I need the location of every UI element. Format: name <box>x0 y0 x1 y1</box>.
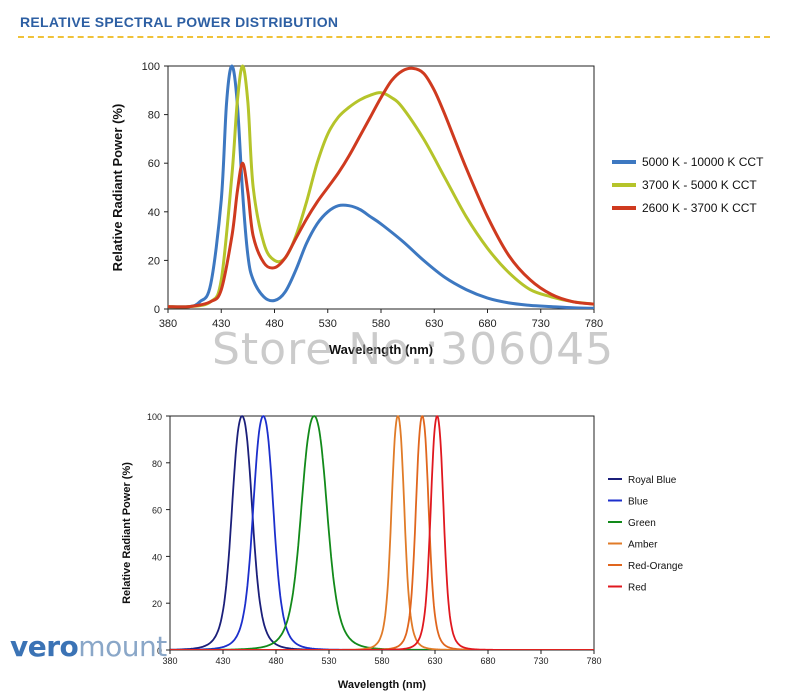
y-tick-label: 0 <box>154 304 160 316</box>
x-axis-title: Wavelength (nm) <box>338 679 427 691</box>
legend-label-green: Green <box>628 518 656 529</box>
x-tick-label: 630 <box>425 318 443 330</box>
plot-area <box>169 415 595 651</box>
y-tick-label: 20 <box>152 599 162 609</box>
y-tick-label: 0 <box>157 646 162 656</box>
x-tick-label: 580 <box>372 318 390 330</box>
y-tick-label: 100 <box>147 412 162 422</box>
y-tick-label: 60 <box>152 506 162 516</box>
brand-logo-part2: mount <box>78 630 167 663</box>
y-tick-label: 20 <box>148 255 160 267</box>
x-tick-label: 430 <box>212 318 230 330</box>
legend-label-blue: Blue <box>628 497 648 508</box>
x-tick-label: 580 <box>374 656 389 666</box>
y-tick-label: 40 <box>148 207 160 219</box>
y-tick-label: 40 <box>152 552 162 562</box>
legend-label-red-orange: Red-Orange <box>628 561 683 572</box>
y-tick-label: 80 <box>148 110 160 122</box>
legend-label-amber: Amber <box>628 540 658 551</box>
brand-logo: veromount <box>10 630 167 663</box>
y-tick-label: 80 <box>152 459 162 469</box>
x-tick-label: 680 <box>478 318 496 330</box>
series-line-blue <box>170 415 594 650</box>
chart-white-led-spectrum: 0 20 40 60 80 100 380 430 480 530 580 630 680 730 780 W… <box>110 61 764 357</box>
x-tick-label: 480 <box>268 656 283 666</box>
x-tick-label: 780 <box>585 318 603 330</box>
chart-color-led-spectrum: 0 20 40 60 80 100 380 430 480 530 580 630 680 730 780 W… <box>121 412 683 691</box>
x-tick-label: 730 <box>533 656 548 666</box>
series-line-amber <box>170 415 594 650</box>
y-tick-label: 100 <box>142 61 160 73</box>
x-tick-label: 630 <box>427 656 442 666</box>
legend-label-royal-blue: Royal Blue <box>628 475 677 486</box>
legend-label-2600-k-3700-k-cct: 2600 K - 3700 K CCT <box>642 201 757 215</box>
y-axis-title: Relative Radiant Power (%) <box>121 462 133 604</box>
series-line-red <box>170 415 594 650</box>
x-tick-label: 380 <box>159 318 177 330</box>
x-tick-label: 730 <box>532 318 550 330</box>
series-line-3700-k-5000-k-cct <box>168 64 594 309</box>
y-axis-title: Relative Radiant Power (%) <box>110 104 125 272</box>
x-tick-label: 780 <box>586 656 601 666</box>
series-line-2600-k-3700-k-cct <box>168 66 594 309</box>
store-watermark: Store No.:306045 <box>212 324 615 375</box>
x-axis-title: Wavelength (nm) <box>329 342 433 357</box>
series-line-5000-k-10000-k-cct <box>168 64 594 309</box>
legend-label-red: Red <box>628 583 646 594</box>
legend-label-5000-k-10000-k-cct: 5000 K - 10000 K CCT <box>642 155 764 169</box>
x-tick-label: 680 <box>480 656 495 666</box>
x-tick-label: 530 <box>321 656 336 666</box>
x-tick-label: 380 <box>162 656 177 666</box>
x-tick-label: 530 <box>319 318 337 330</box>
page-title: RELATIVE SPECTRAL POWER DISTRIBUTION <box>20 14 339 30</box>
x-tick-label: 480 <box>265 318 283 330</box>
y-tick-label: 60 <box>148 158 160 170</box>
x-tick-label: 430 <box>215 656 230 666</box>
brand-logo-part1: vero <box>10 630 79 663</box>
series-line-royal-blue <box>170 415 594 650</box>
section-header: RELATIVE SPECTRAL POWER DISTRIBUTION <box>18 10 770 38</box>
legend-label-3700-k-5000-k-cct: 3700 K - 5000 K CCT <box>642 178 757 192</box>
